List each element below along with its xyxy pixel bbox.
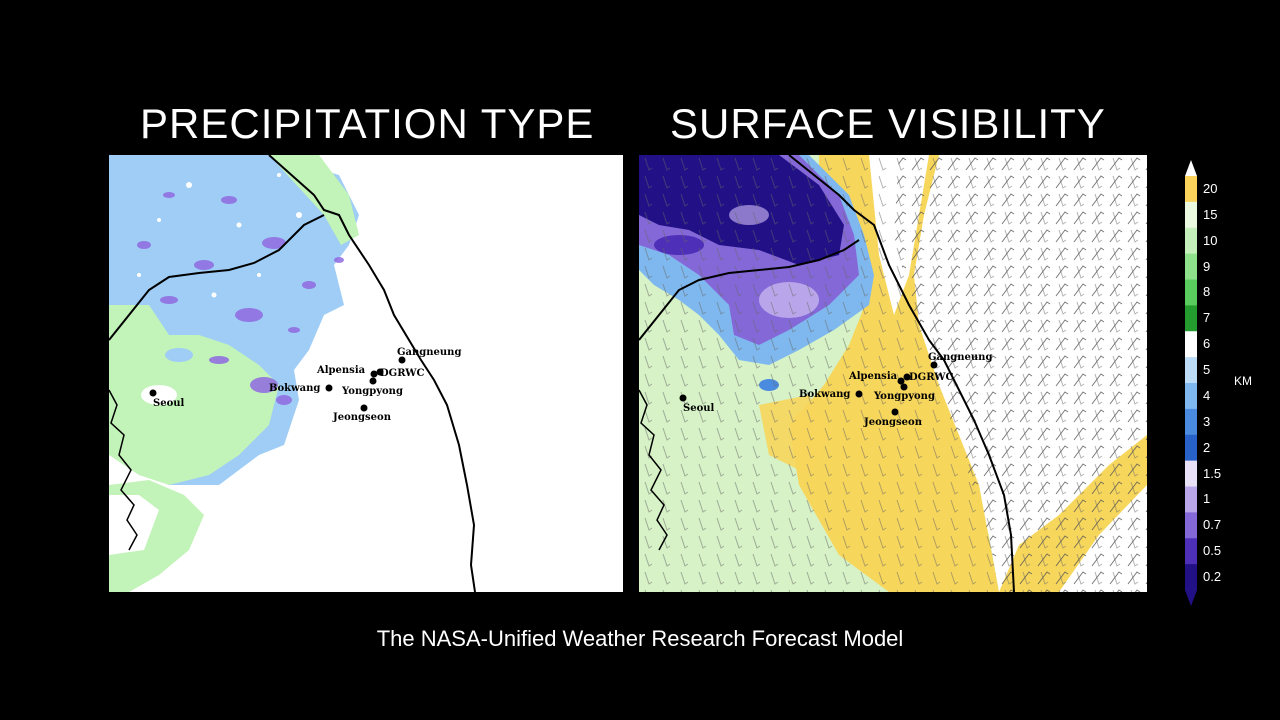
colorbar-tick-label: 2 (1203, 439, 1211, 455)
colorbar-tick-label: 4 (1203, 387, 1211, 403)
west-coastline (109, 389, 138, 551)
city-label-alpensia: Alpensia (848, 371, 898, 382)
city-label-bokwang: Bokwang (269, 383, 320, 394)
city-label-gangneung: Gangneung (928, 352, 992, 363)
city-label-yongpyong: Yongpyong (873, 391, 935, 402)
precipitation-type-map[interactable]: Gangneung Alpensia DGRWC Bokwang Yongpyo… (109, 155, 623, 592)
colorbar-segment (1185, 383, 1197, 410)
colorbar-tick-label: 9 (1203, 258, 1211, 274)
visibility-units: KM (1234, 374, 1252, 388)
city-label-jeongseon: Jeongseon (332, 412, 392, 423)
colorbar-segment (1185, 460, 1197, 487)
colorbar-tick-label: 0.2 (1203, 569, 1222, 585)
city-label-seoul: Seoul (683, 403, 715, 414)
city-label-dgrwc: DGRWC (909, 372, 954, 383)
colorbar-tick-label: 3 (1203, 413, 1211, 429)
colorbar-segment (1185, 176, 1197, 203)
colorbar-segment (1185, 227, 1197, 255)
colorbar-tick-label: 8 (1203, 284, 1211, 300)
city-label-dgrwc: DGRWC (380, 368, 425, 379)
city-label-jeongseon: Jeongseon (863, 417, 923, 428)
precipitation-type-title: PRECIPITATION TYPE (140, 100, 595, 147)
city-label-alpensia: Alpensia (316, 365, 366, 376)
colorbar-segment (1185, 357, 1197, 384)
border-line (109, 214, 325, 341)
surface-visibility-title: SURFACE VISIBILITY (670, 100, 1106, 147)
colorbar-segment (1185, 434, 1197, 462)
city-label-yongpyong: Yongpyong (341, 386, 403, 397)
colorbar-segment (1185, 486, 1197, 513)
colorbar-tick-label: 10 (1203, 232, 1218, 248)
colorbar-tick-label: 0.7 (1203, 517, 1222, 533)
colorbar-segment (1185, 512, 1197, 539)
colorbar-segment (1185, 408, 1197, 436)
colorbar-tick-label: 7 (1203, 310, 1211, 326)
colorbar-segment (1185, 253, 1197, 280)
colorbar-segment (1185, 538, 1197, 565)
colorbar-tick-label: 0.5 (1203, 543, 1222, 559)
east-coastline (268, 155, 476, 592)
caption: The NASA-Unified Weather Research Foreca… (376, 626, 904, 651)
city-label-seoul: Seoul (153, 398, 185, 409)
colorbar-tick-label: 6 (1203, 336, 1211, 352)
colorbar-segment (1185, 201, 1197, 229)
surface-visibility-map[interactable]: Gangneung Alpensia DGRWC Bokwang Yongpyo… (639, 155, 1147, 592)
colorbar-segment (1185, 305, 1197, 332)
colorbar-segment (1185, 564, 1197, 591)
colorbar-tick-label: 1 (1203, 491, 1211, 507)
colorbar-tick-label: 20 (1203, 180, 1218, 196)
city-label-gangneung: Gangneung (397, 347, 461, 358)
city-label-bokwang: Bokwang (799, 389, 850, 400)
colorbar-tick-label: 5 (1203, 362, 1211, 378)
colorbar-segment (1185, 331, 1197, 358)
colorbar-segment (1185, 279, 1197, 306)
visibility-colorbar (1183, 160, 1199, 606)
colorbar-tick-label: 1.5 (1203, 465, 1222, 481)
colorbar-tick-label: 15 (1203, 206, 1218, 222)
